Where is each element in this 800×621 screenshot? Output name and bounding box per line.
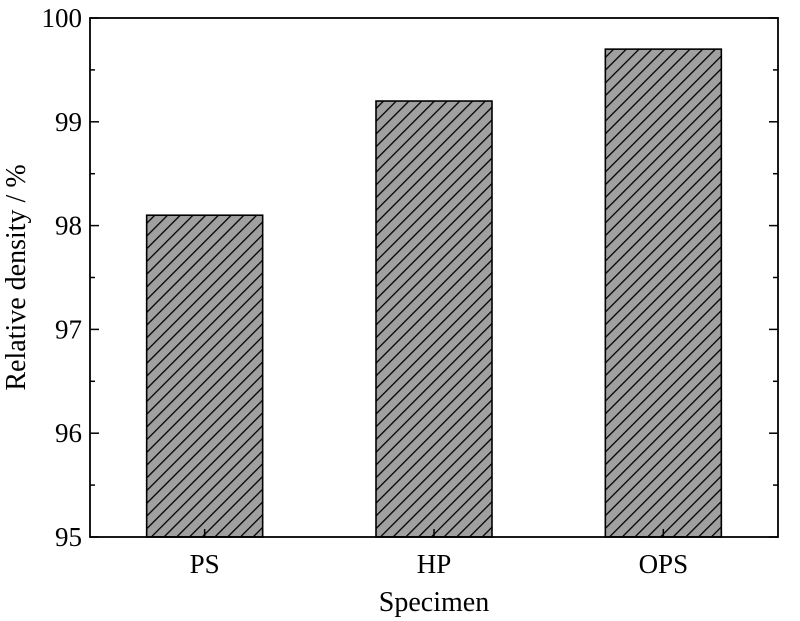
ticks-group bbox=[90, 17, 778, 538]
x-tick-label-ps: PS bbox=[190, 549, 220, 579]
y-tick-label-100: 100 bbox=[42, 3, 83, 33]
x-tick-label-hp: HP bbox=[417, 549, 452, 579]
bars-group bbox=[145, 48, 723, 538]
bar-ops bbox=[604, 48, 723, 538]
y-axis-title: Relative density / % bbox=[1, 164, 32, 390]
y-tick-label-98: 98 bbox=[55, 211, 82, 241]
labels-group: PS HP OPS 95 96 97 98 99 100 bbox=[42, 3, 689, 579]
x-axis-title: Specimen bbox=[379, 587, 489, 618]
y-tick-label-96: 96 bbox=[55, 418, 82, 448]
bar-ps bbox=[145, 214, 264, 538]
y-tick-label-99: 99 bbox=[55, 107, 82, 137]
bar-hp bbox=[375, 100, 493, 538]
x-tick-label-ops: OPS bbox=[639, 549, 689, 579]
y-tick-label-95: 95 bbox=[55, 522, 82, 552]
y-tick-label-97: 97 bbox=[55, 314, 82, 344]
